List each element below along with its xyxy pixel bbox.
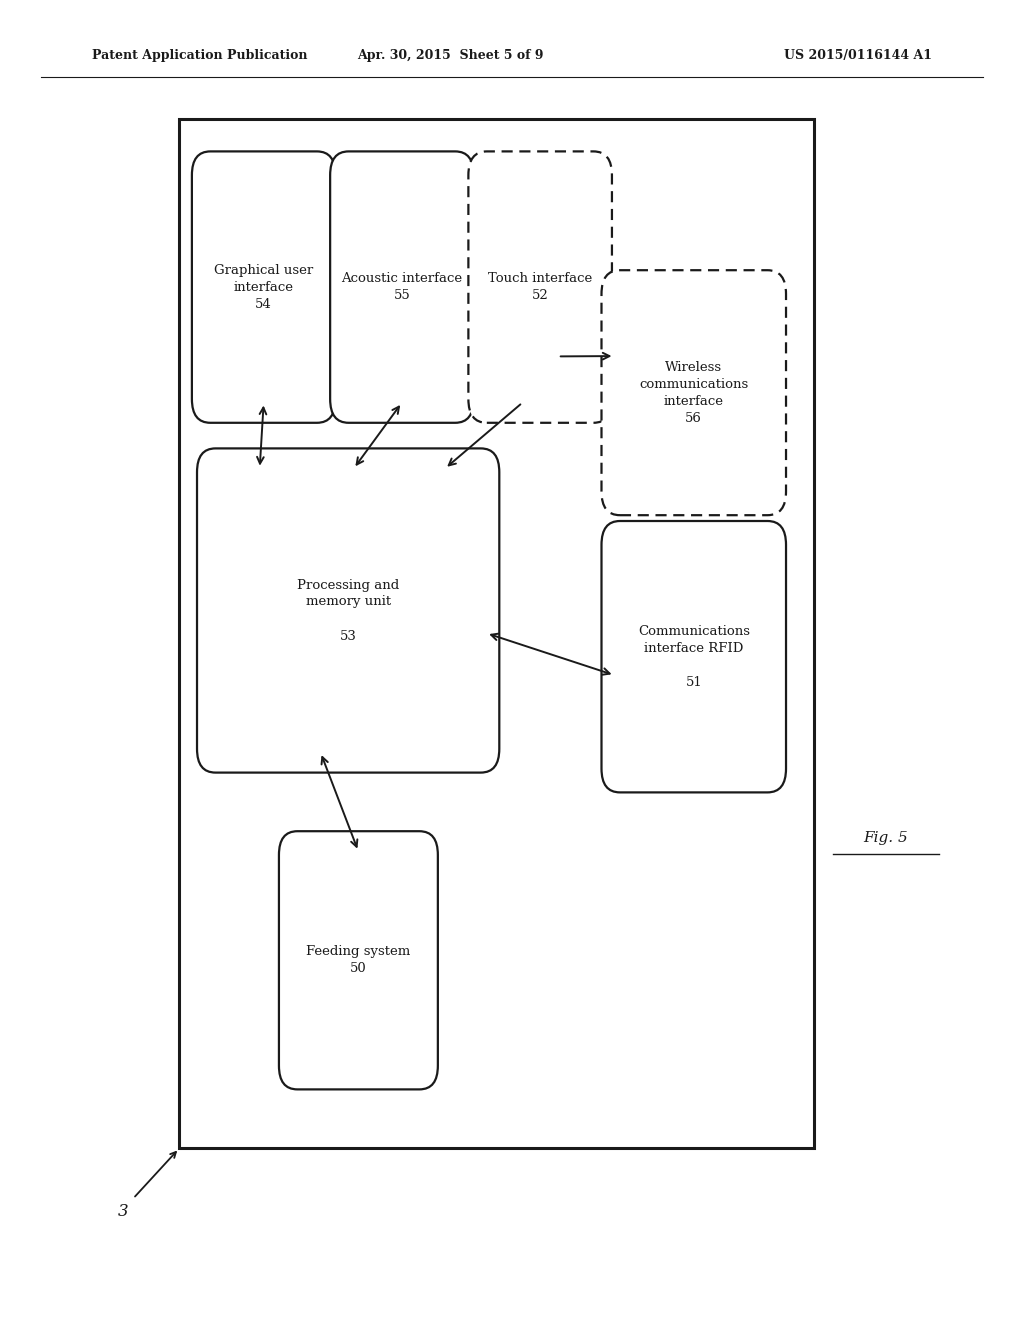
Text: Apr. 30, 2015  Sheet 5 of 9: Apr. 30, 2015 Sheet 5 of 9 xyxy=(357,49,544,62)
FancyBboxPatch shape xyxy=(279,832,438,1089)
FancyBboxPatch shape xyxy=(468,152,612,422)
FancyBboxPatch shape xyxy=(191,152,336,422)
Text: Feeding system
50: Feeding system 50 xyxy=(306,945,411,975)
Text: Processing and
memory unit

53: Processing and memory unit 53 xyxy=(297,578,399,643)
Text: Acoustic interface
55: Acoustic interface 55 xyxy=(341,272,463,302)
Text: 3: 3 xyxy=(118,1204,128,1220)
FancyBboxPatch shape xyxy=(197,449,500,772)
Text: Touch interface
52: Touch interface 52 xyxy=(488,272,592,302)
Text: US 2015/0116144 A1: US 2015/0116144 A1 xyxy=(783,49,932,62)
Text: Graphical user
interface
54: Graphical user interface 54 xyxy=(214,264,313,310)
FancyBboxPatch shape xyxy=(601,271,786,515)
FancyBboxPatch shape xyxy=(330,152,474,422)
FancyBboxPatch shape xyxy=(601,521,786,792)
Text: Fig. 5: Fig. 5 xyxy=(863,832,908,845)
Text: Patent Application Publication: Patent Application Publication xyxy=(92,49,307,62)
Text: Communications
interface RFID

51: Communications interface RFID 51 xyxy=(638,624,750,689)
Text: Wireless
communications
interface
56: Wireless communications interface 56 xyxy=(639,360,749,425)
